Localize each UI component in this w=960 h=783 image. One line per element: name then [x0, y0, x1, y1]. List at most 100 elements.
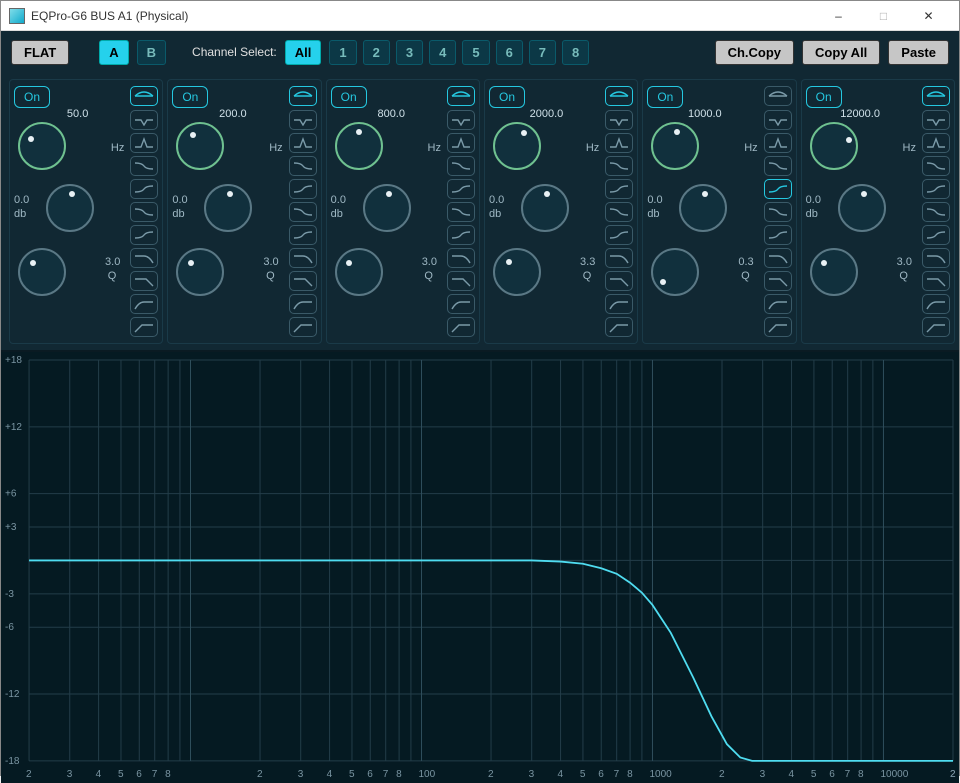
band-on-button[interactable]: On — [331, 86, 367, 108]
gain-knob[interactable] — [204, 184, 252, 232]
shape-lopass-soft-button[interactable] — [447, 248, 475, 268]
shape-lopass-button[interactable] — [764, 271, 792, 291]
shape-bell-button[interactable] — [922, 86, 950, 106]
shape-highshelf-soft-button[interactable] — [447, 202, 475, 222]
shape-lopass-soft-button[interactable] — [130, 248, 158, 268]
shape-highshelf-button[interactable] — [289, 225, 317, 245]
shape-hipass-button[interactable] — [130, 317, 158, 337]
copy-all-button[interactable]: Copy All — [802, 40, 880, 65]
shape-lopass-button[interactable] — [130, 271, 158, 291]
shape-bell-button[interactable] — [605, 86, 633, 106]
shape-hipass-soft-button[interactable] — [922, 294, 950, 314]
band-on-button[interactable]: On — [647, 86, 683, 108]
band-on-button[interactable]: On — [489, 86, 525, 108]
shape-hipass-button[interactable] — [289, 317, 317, 337]
minimize-button[interactable]: – — [816, 1, 861, 30]
shape-highshelf-button[interactable] — [447, 225, 475, 245]
shape-peak-button[interactable] — [764, 133, 792, 153]
shape-hipass-soft-button[interactable] — [764, 294, 792, 314]
shape-peak-button[interactable] — [447, 133, 475, 153]
shape-lopass-soft-button[interactable] — [605, 248, 633, 268]
freq-knob[interactable] — [493, 122, 541, 170]
shape-bell-button[interactable] — [130, 86, 158, 106]
shape-bell-button[interactable] — [447, 86, 475, 106]
shape-notch-button[interactable] — [130, 110, 158, 130]
shape-lowshelf-soft-button[interactable] — [447, 156, 475, 176]
shape-hipass-button[interactable] — [764, 317, 792, 337]
shape-highshelf-soft-button[interactable] — [764, 202, 792, 222]
shape-lowshelf-button[interactable] — [130, 179, 158, 199]
shape-lopass-soft-button[interactable] — [922, 248, 950, 268]
shape-peak-button[interactable] — [130, 133, 158, 153]
shape-highshelf-soft-button[interactable] — [605, 202, 633, 222]
band-on-button[interactable]: On — [172, 86, 208, 108]
shape-bell-button[interactable] — [764, 86, 792, 106]
shape-highshelf-soft-button[interactable] — [922, 202, 950, 222]
shape-lowshelf-button[interactable] — [447, 179, 475, 199]
shape-peak-button[interactable] — [922, 133, 950, 153]
band-on-button[interactable]: On — [806, 86, 842, 108]
shape-highshelf-soft-button[interactable] — [289, 202, 317, 222]
channel-3-button[interactable]: 3 — [396, 40, 423, 65]
shape-peak-button[interactable] — [605, 133, 633, 153]
shape-lowshelf-button[interactable] — [289, 179, 317, 199]
shape-hipass-button[interactable] — [447, 317, 475, 337]
shape-highshelf-button[interactable] — [605, 225, 633, 245]
shape-highshelf-soft-button[interactable] — [130, 202, 158, 222]
shape-lowshelf-soft-button[interactable] — [289, 156, 317, 176]
shape-lowshelf-soft-button[interactable] — [130, 156, 158, 176]
gain-knob[interactable] — [521, 184, 569, 232]
shape-hipass-soft-button[interactable] — [605, 294, 633, 314]
shape-notch-button[interactable] — [289, 110, 317, 130]
shape-lowshelf-soft-button[interactable] — [605, 156, 633, 176]
band-on-button[interactable]: On — [14, 86, 50, 108]
shape-notch-button[interactable] — [447, 110, 475, 130]
shape-lowshelf-soft-button[interactable] — [764, 156, 792, 176]
shape-lowshelf-button[interactable] — [605, 179, 633, 199]
gain-knob[interactable] — [679, 184, 727, 232]
gain-knob[interactable] — [838, 184, 886, 232]
flat-button[interactable]: FLAT — [11, 40, 69, 65]
shape-highshelf-button[interactable] — [130, 225, 158, 245]
channel-5-button[interactable]: 5 — [462, 40, 489, 65]
q-knob[interactable] — [651, 248, 699, 296]
shape-lopass-soft-button[interactable] — [764, 248, 792, 268]
shape-lowshelf-soft-button[interactable] — [922, 156, 950, 176]
shape-hipass-soft-button[interactable] — [130, 294, 158, 314]
shape-notch-button[interactable] — [605, 110, 633, 130]
preset-b-button[interactable]: B — [137, 40, 166, 65]
shape-lopass-button[interactable] — [922, 271, 950, 291]
shape-lowshelf-button[interactable] — [922, 179, 950, 199]
gain-knob[interactable] — [46, 184, 94, 232]
gain-knob[interactable] — [363, 184, 411, 232]
shape-notch-button[interactable] — [764, 110, 792, 130]
shape-lopass-button[interactable] — [447, 271, 475, 291]
preset-a-button[interactable]: A — [99, 40, 128, 65]
freq-knob[interactable] — [335, 122, 383, 170]
ch-copy-button[interactable]: Ch.Copy — [715, 40, 794, 65]
shape-hipass-button[interactable] — [922, 317, 950, 337]
shape-hipass-soft-button[interactable] — [447, 294, 475, 314]
paste-button[interactable]: Paste — [888, 40, 949, 65]
shape-lopass-soft-button[interactable] — [289, 248, 317, 268]
close-button[interactable]: ✕ — [906, 1, 951, 30]
q-knob[interactable] — [493, 248, 541, 296]
maximize-button[interactable]: □ — [861, 1, 906, 30]
eq-graph[interactable]: -18-12-6-3+3+6+12+1823456782345678100234… — [1, 352, 959, 783]
freq-knob[interactable] — [651, 122, 699, 170]
shape-highshelf-button[interactable] — [764, 225, 792, 245]
channel-2-button[interactable]: 2 — [363, 40, 390, 65]
q-knob[interactable] — [810, 248, 858, 296]
shape-peak-button[interactable] — [289, 133, 317, 153]
freq-knob[interactable] — [810, 122, 858, 170]
channel-4-button[interactable]: 4 — [429, 40, 456, 65]
shape-hipass-button[interactable] — [605, 317, 633, 337]
q-knob[interactable] — [335, 248, 383, 296]
q-knob[interactable] — [18, 248, 66, 296]
shape-highshelf-button[interactable] — [922, 225, 950, 245]
channel-7-button[interactable]: 7 — [529, 40, 556, 65]
freq-knob[interactable] — [18, 122, 66, 170]
channel-8-button[interactable]: 8 — [562, 40, 589, 65]
shape-notch-button[interactable] — [922, 110, 950, 130]
shape-hipass-soft-button[interactable] — [289, 294, 317, 314]
